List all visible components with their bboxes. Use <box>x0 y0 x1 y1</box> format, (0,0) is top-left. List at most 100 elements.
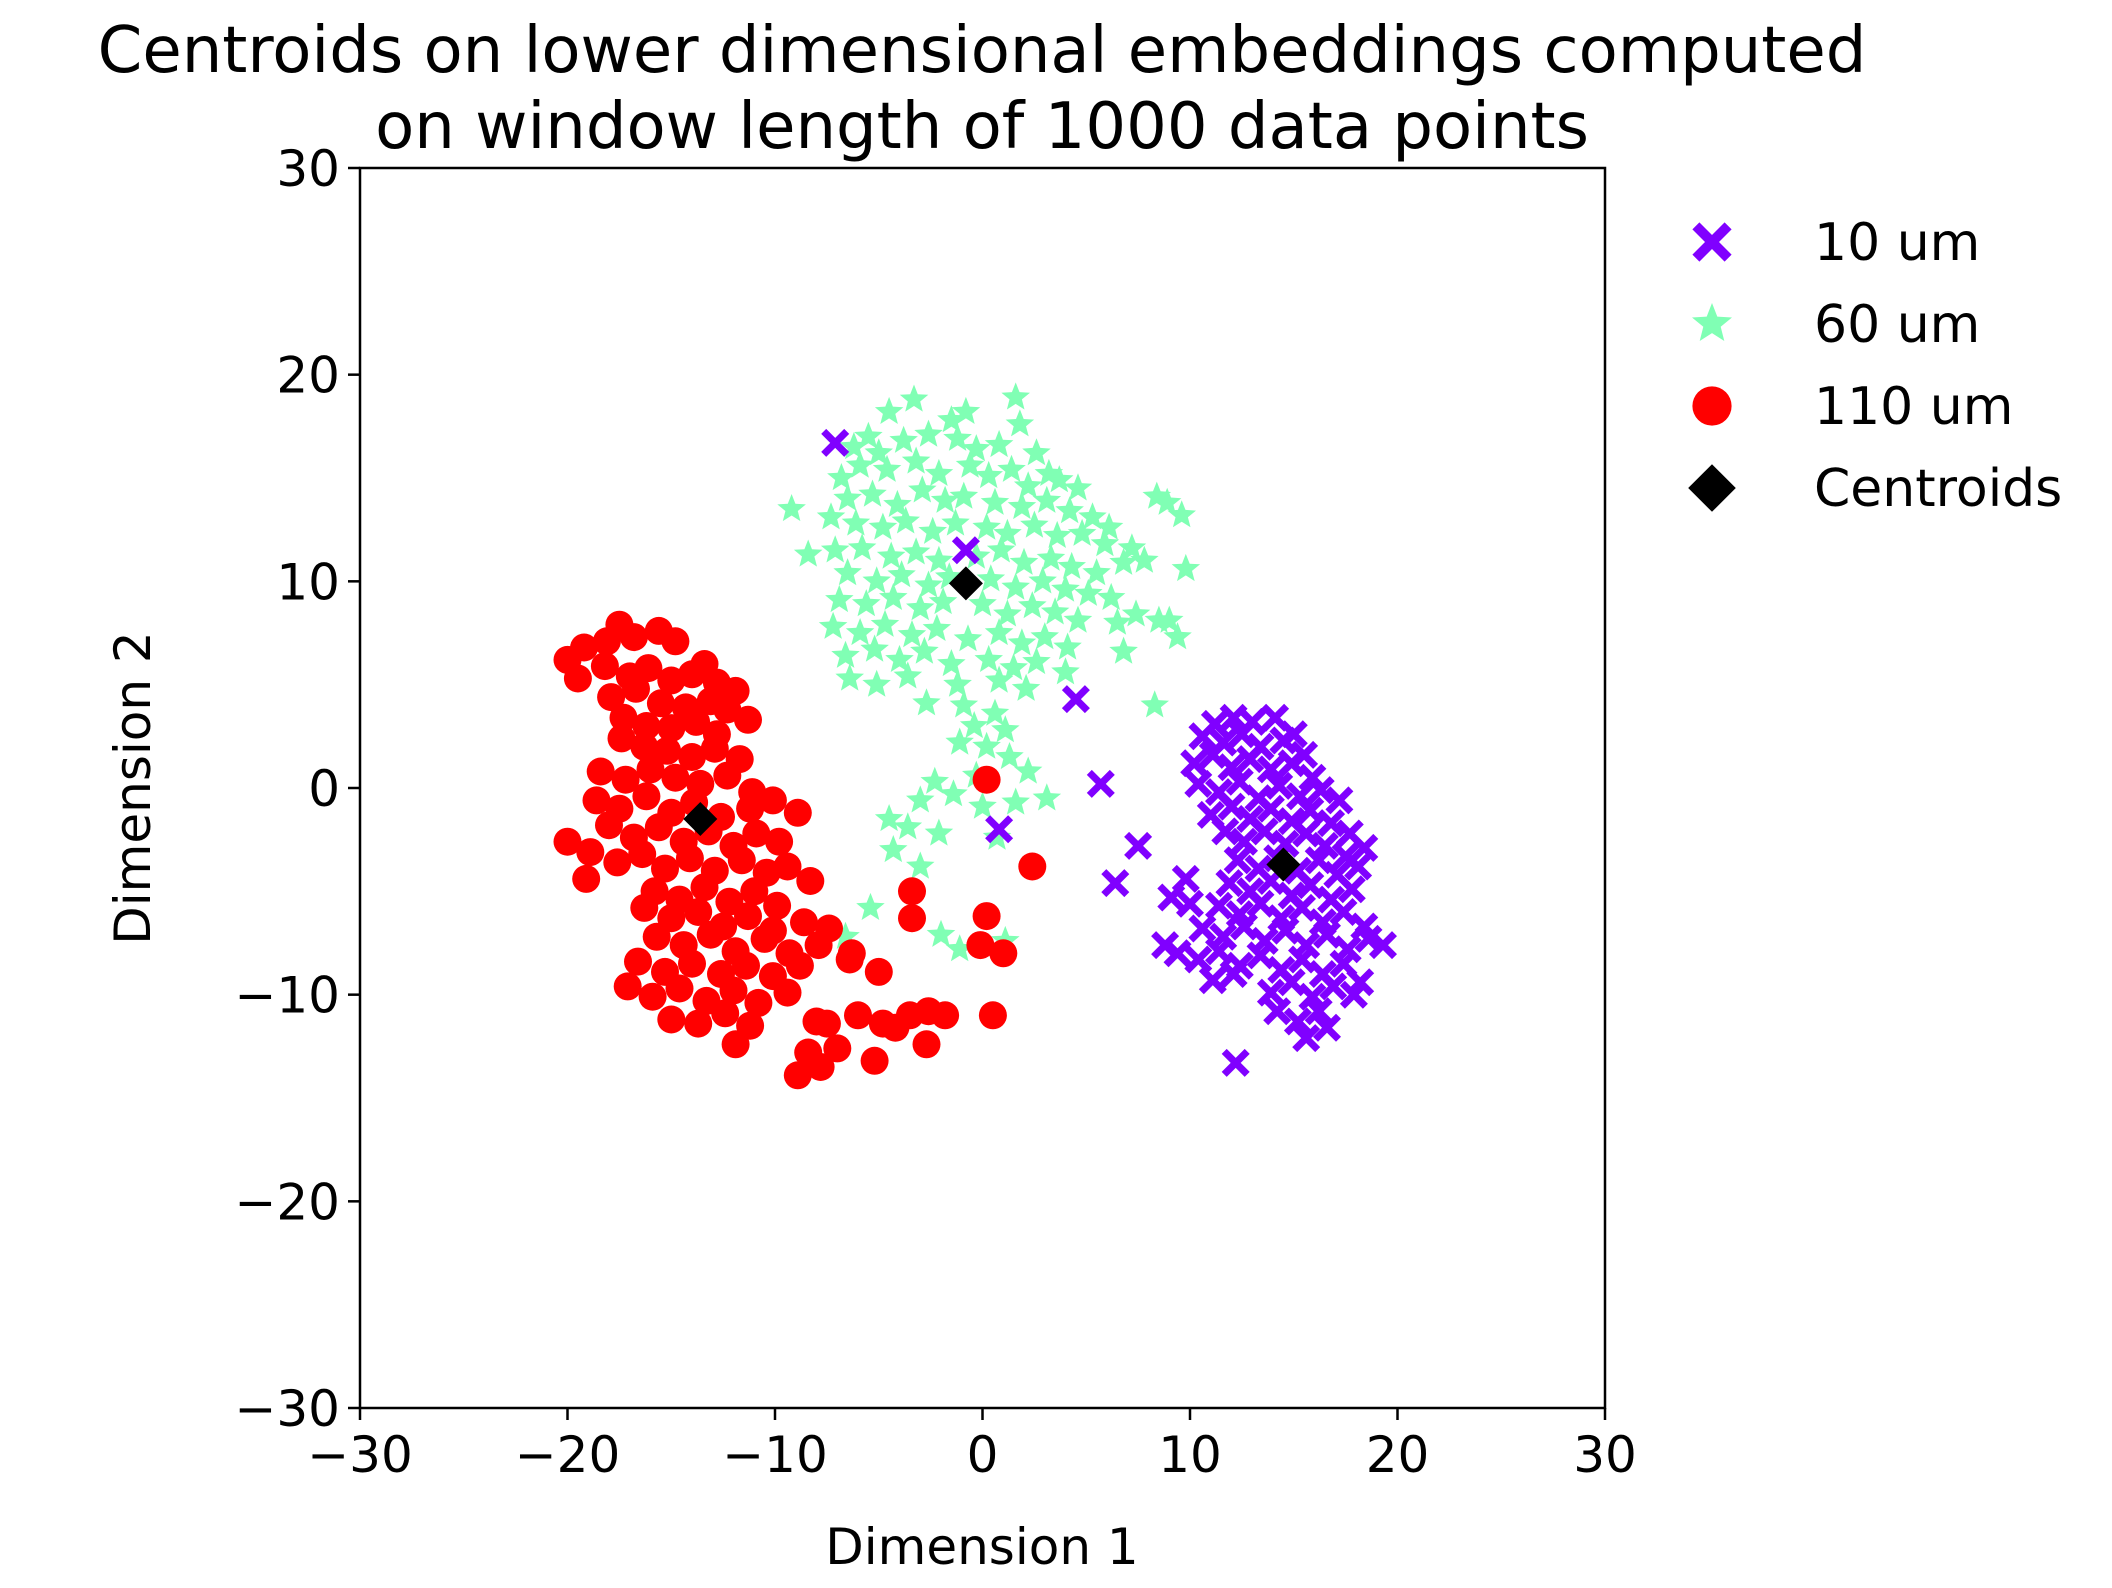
data-point <box>1198 966 1227 995</box>
data-point <box>1354 924 1383 953</box>
data-point <box>744 988 773 1017</box>
data-point <box>1184 769 1213 798</box>
data-point <box>906 851 935 879</box>
data-point <box>690 873 719 902</box>
data-point <box>1109 636 1138 664</box>
data-point <box>980 487 1010 515</box>
data-point <box>885 644 914 672</box>
data-point <box>835 663 864 691</box>
data-point <box>711 999 740 1028</box>
data-point <box>1283 1007 1312 1036</box>
data-point <box>1053 632 1082 660</box>
legend-marker <box>1692 386 1732 426</box>
data-point <box>1007 628 1037 656</box>
data-point <box>999 653 1028 681</box>
data-point <box>984 618 1014 646</box>
data-point <box>1124 831 1153 860</box>
data-point <box>1051 574 1080 602</box>
data-point <box>1121 599 1151 627</box>
data-point <box>1188 914 1217 943</box>
data-point <box>1230 912 1258 941</box>
data-point <box>858 479 887 507</box>
data-point <box>901 446 931 474</box>
data-point <box>1163 622 1192 650</box>
chart-title: Centroids on lower dimensional embedding… <box>98 14 1867 164</box>
data-point <box>700 734 729 763</box>
centroid-marker <box>683 802 718 836</box>
y-axis-ticks: −30 −20 −10 0 10 20 30 <box>234 140 360 1438</box>
data-point <box>966 931 995 960</box>
data-point <box>1298 982 1327 1011</box>
data-point <box>1313 1013 1341 1042</box>
data-point <box>696 920 725 949</box>
data-point <box>734 705 762 734</box>
data-point <box>636 755 665 784</box>
data-point <box>1090 529 1120 557</box>
data-point <box>922 613 952 641</box>
data-point <box>1101 869 1130 898</box>
data-point <box>1236 745 1265 774</box>
data-point <box>1277 968 1306 997</box>
data-point <box>1350 833 1379 862</box>
data-point <box>590 652 619 681</box>
data-point <box>864 438 893 466</box>
data-point <box>1337 875 1366 904</box>
data-point <box>1028 566 1057 594</box>
data-point <box>1140 690 1169 718</box>
data-point <box>891 506 920 534</box>
data-point <box>831 640 860 668</box>
legend-label: Centroids <box>1814 459 2062 519</box>
data-point <box>736 794 765 823</box>
y-tick-label: 0 <box>308 760 340 818</box>
data-point <box>582 786 611 815</box>
data-point <box>653 736 682 765</box>
data-point <box>1271 829 1300 858</box>
data-point <box>941 508 970 536</box>
data-point <box>1013 471 1043 499</box>
data-point <box>845 450 875 478</box>
data-point <box>1292 1024 1321 1053</box>
data-point <box>1061 685 1090 714</box>
x-tick-label: −20 <box>515 1426 621 1484</box>
data-point <box>906 785 935 813</box>
data-point <box>1313 920 1341 949</box>
data-point <box>879 582 908 610</box>
data-point <box>991 715 1020 743</box>
data-point <box>1074 578 1103 606</box>
data-point <box>719 976 748 1005</box>
legend-label: 110 um <box>1814 377 2013 437</box>
data-point <box>1018 591 1047 619</box>
data-point <box>785 951 814 980</box>
data-point <box>1007 491 1037 520</box>
data-point <box>833 558 862 586</box>
data-point <box>985 815 1014 844</box>
legend-item-centroids: Centroids <box>1688 459 2062 519</box>
data-point <box>773 852 802 881</box>
data-point <box>613 972 642 1001</box>
data-point <box>646 689 675 718</box>
data-point <box>872 454 902 482</box>
data-point <box>675 844 704 873</box>
data-point <box>1036 543 1066 571</box>
chart-title-line-2: on window length of 1000 data points <box>375 90 1589 164</box>
data-point <box>632 782 661 811</box>
data-point <box>1246 889 1275 918</box>
data-point <box>841 508 871 536</box>
data-point <box>959 711 989 739</box>
data-point <box>955 450 985 478</box>
series-60-um <box>777 382 1201 962</box>
data-point <box>1018 852 1047 881</box>
data-point <box>874 396 904 424</box>
data-point <box>976 564 1006 592</box>
legend-label: 60 um <box>1814 295 1980 355</box>
data-point <box>773 978 802 1007</box>
data-point <box>1063 605 1093 633</box>
data-point <box>742 819 771 848</box>
data-point <box>713 695 742 724</box>
data-point <box>1269 726 1298 755</box>
data-point <box>864 957 893 986</box>
data-point <box>758 786 787 815</box>
data-point <box>835 945 864 974</box>
data-point <box>1032 783 1062 811</box>
